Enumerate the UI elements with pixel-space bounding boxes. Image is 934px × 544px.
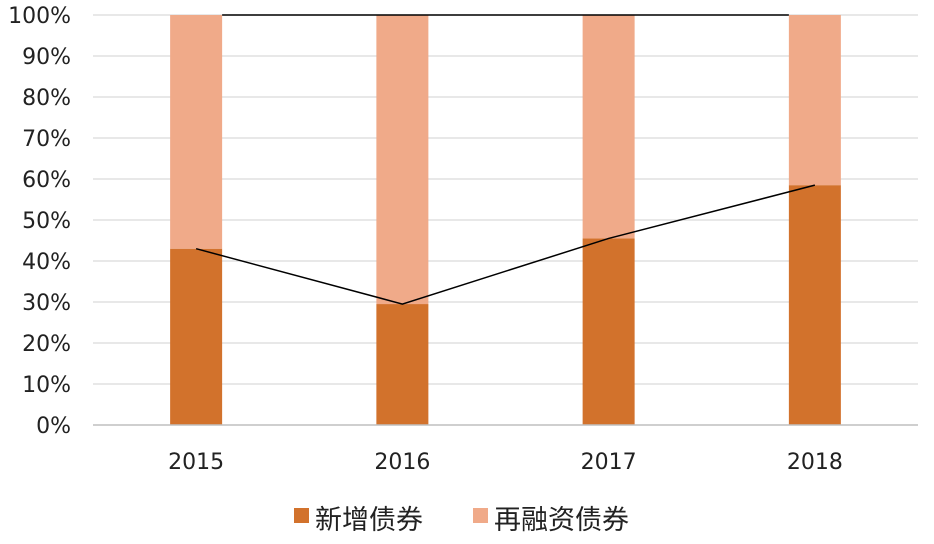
tick-labels: 0% 10% 20% 30% 40% 50% 60% 70% 80% 90% 100% 2015 201…	[8, 4, 843, 475]
x-tick-label: 2015	[168, 450, 224, 475]
bars	[170, 15, 841, 425]
y-tick-label: 40%	[22, 250, 71, 275]
y-tick-label: 30%	[22, 291, 71, 316]
y-tick-label: 0%	[36, 414, 71, 439]
y-tick-label: 90%	[22, 45, 71, 70]
overlay-line	[195, 14, 816, 305]
bar-segment-refinancing-bonds	[376, 15, 429, 305]
y-tick-label: 70%	[22, 127, 71, 152]
y-tick-label: 80%	[22, 86, 71, 111]
x-tick-label: 2018	[787, 450, 843, 475]
legend-swatch	[294, 508, 309, 523]
legend-label: 再融资债券	[494, 505, 629, 536]
y-tick-label: 50%	[22, 209, 71, 234]
bar-segment-new-bonds	[582, 238, 635, 425]
bar-segment-refinancing-bonds	[170, 15, 223, 249]
legend-label: 新增债券	[315, 505, 423, 536]
bar-segment-refinancing-bonds	[788, 15, 841, 186]
y-tick-label: 20%	[22, 332, 71, 357]
x-tick-label: 2017	[581, 450, 637, 475]
y-tick-label: 100%	[8, 4, 71, 29]
bar-segment-new-bonds	[170, 248, 223, 425]
legend: 新增债券 再融资债券	[294, 505, 629, 536]
bar-segment-refinancing-bonds	[582, 15, 635, 239]
legend-swatch	[473, 508, 488, 523]
x-tick-label: 2016	[374, 450, 430, 475]
bar-segment-new-bonds	[788, 185, 841, 425]
bar-segment-new-bonds	[376, 304, 429, 425]
y-tick-label: 60%	[22, 168, 71, 193]
y-tick-label: 10%	[22, 373, 71, 398]
series-line	[195, 184, 816, 305]
